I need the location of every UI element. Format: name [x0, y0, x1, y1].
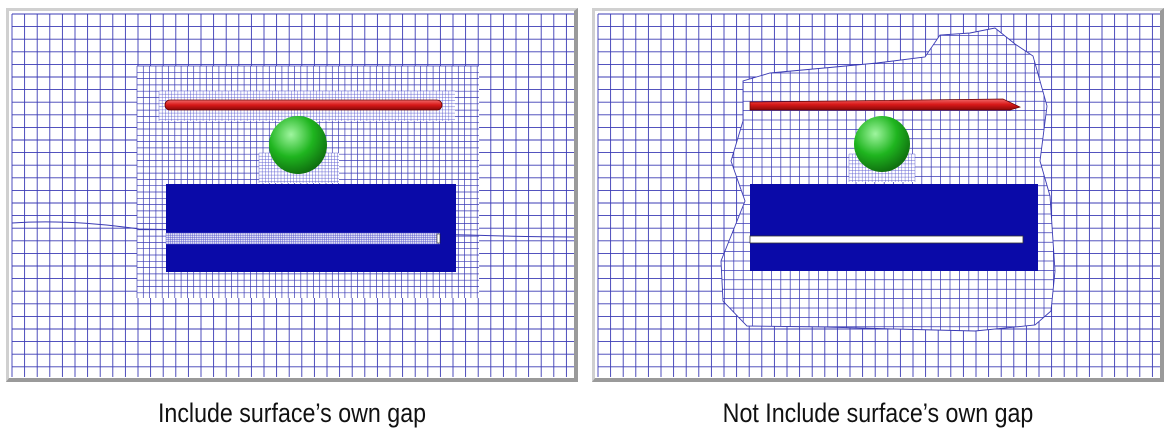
- mesh-view-not-include-gap: [597, 13, 1160, 377]
- caption-include-gap: Include surface’s own gap: [157, 398, 427, 428]
- interface-line: [11, 221, 574, 238]
- green-sphere: [269, 116, 327, 174]
- mesh-view-include-gap: [11, 13, 574, 377]
- slot-gap: [749, 235, 1024, 244]
- red-rod: [164, 99, 443, 111]
- refinement-outline: [720, 27, 1056, 332]
- solid-block: [750, 184, 1038, 271]
- caption-not-include-gap: Not Include surface’s own gap: [722, 398, 1034, 428]
- green-sphere: [854, 116, 910, 172]
- mesh-panel-include-gap: [6, 8, 578, 382]
- slot-gap: [166, 233, 440, 244]
- slot-end: [436, 233, 441, 244]
- red-plate: [749, 98, 1021, 111]
- slot-fine-mesh: [165, 232, 440, 245]
- solid-block: [166, 184, 456, 272]
- mesh-panel-not-include-gap: [592, 8, 1164, 382]
